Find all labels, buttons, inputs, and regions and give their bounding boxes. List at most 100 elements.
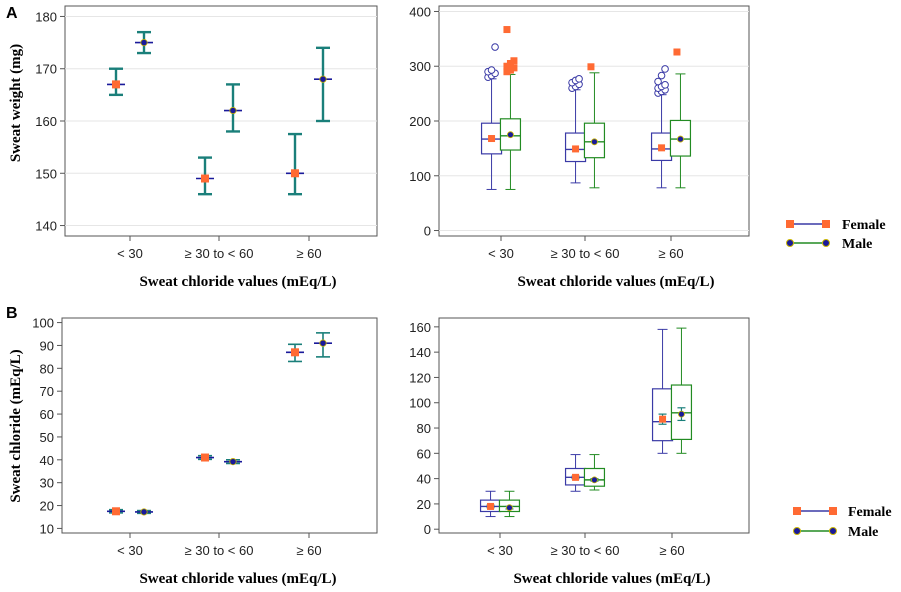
plot3-male-mean-point-0 (506, 504, 513, 512)
legend-b: Female Male (793, 505, 892, 540)
legend-b-male-marker-left (793, 527, 801, 535)
xlabel-a-right: Sweat chloride values (mEq/L) (517, 274, 714, 290)
plot3-male-mean-point-1 (591, 476, 598, 484)
plot1-female-mean-point-1 (572, 145, 580, 153)
plot3-male-mean-point-2 (678, 410, 685, 418)
plot1-male-mean-point-1 (591, 138, 598, 146)
plot2-ytick-label-0: 10 (40, 521, 54, 536)
xlabel-a-left: Sweat chloride values (mEq/L) (139, 274, 336, 290)
legend-a-male-marker-right (822, 239, 830, 247)
panel-label-b: B (6, 305, 18, 322)
legend-b-female-marker-right (829, 507, 837, 515)
plot0-female-mean-point-1 (201, 174, 209, 183)
plot3-xtick-label-2: ≥ 60 (659, 543, 684, 558)
plot3-female-mean-point-1 (572, 473, 580, 481)
plot1-male-outlier-0-2 (510, 64, 518, 72)
plot1-male-outlier-1-0 (587, 63, 595, 71)
plot0-male-mean-point-1 (229, 106, 237, 115)
plot-b-right: 0 20 40 60 80 100 120 140 160 < 30 ≥ 30 to < 60 ≥ 6… (409, 317, 750, 558)
plot2-ytick-label-6: 70 (40, 384, 54, 399)
plot3-ytick-label-5: 100 (409, 396, 431, 411)
plot-a-right: 0 100 200 300 400 < 30 ≥ 30 to < 60 ≥ 60 (409, 4, 750, 261)
plot1-female-outlier-1-5 (575, 75, 583, 83)
plot1-female-mean-point-0 (488, 135, 496, 143)
panel-label-a: A (6, 5, 18, 22)
plot1-xtick-label-2: ≥ 60 (658, 246, 683, 261)
legend-a: Female Male (786, 218, 886, 252)
plot1-female-outlier-0-4 (487, 66, 496, 74)
plot2-male-mean-point-2 (319, 339, 327, 347)
plot1-male-mean-point-0 (507, 131, 514, 139)
legend-a-male-label: Male (842, 237, 872, 252)
legend-b-female-marker-left (793, 507, 801, 515)
plot3-frame (438, 317, 750, 534)
legend-b-male-marker-right (829, 527, 837, 535)
plot3-xtick-label-1: ≥ 30 to < 60 (551, 543, 620, 558)
plot0-xtick-label-2: ≥ 60 (296, 246, 321, 261)
plot2-xtick-label-0: < 30 (117, 543, 143, 558)
plot1-xtick-label-1: ≥ 30 to < 60 (551, 246, 620, 261)
plot2-ytick-label-9: 100 (32, 316, 54, 331)
plot0-xtick-label-0: < 30 (117, 246, 143, 261)
plot1-male-outlier-2-0 (673, 48, 681, 56)
plot0-ytick-label-2: 160 (35, 114, 57, 129)
plot2-female-mean-point-1 (201, 453, 209, 462)
plot3-female-mean-point-0 (487, 502, 495, 510)
plot1-male-outlier-0-5 (510, 57, 518, 65)
plot1-female-outlier-2-6 (654, 77, 662, 86)
plot1-male-outlier-0-6 (503, 26, 511, 34)
plot0-male-mean-point-0 (140, 38, 148, 47)
plot-b-left: 10 20 30 40 50 60 70 80 90 100 < 30 ≥ 30 to < 60 ≥ 6… (32, 316, 378, 558)
plot1-female-outlier-2-8 (661, 65, 669, 73)
ylabel-a-left: Sweat weight (mg) (8, 44, 24, 162)
plot1-xtick-label-0: < 30 (488, 246, 514, 261)
plot1-ytick-label-3: 300 (409, 59, 431, 74)
plot0-ytick-label-3: 170 (35, 62, 57, 77)
legend-a-male-marker-left (786, 239, 794, 247)
legend-a-female-marker-right (822, 220, 830, 228)
legend-a-female-label: Female (842, 218, 886, 233)
plot2-male-mean-point-1 (229, 458, 237, 466)
plot2-xtick-label-2: ≥ 60 (296, 543, 321, 558)
plot0-ytick-label-1: 150 (35, 166, 57, 181)
plot3-ytick-label-0: 0 (424, 522, 431, 537)
legend-b-male-label: Male (848, 525, 878, 540)
plot0-female-mean-point-2 (291, 169, 299, 178)
ylabel-b-left: Sweat chloride (mEq/L) (8, 349, 24, 502)
plot1-female-outlier-0-5 (491, 43, 499, 51)
plot1-female-mean-point-2 (658, 144, 666, 152)
plot0-ytick-label-0: 140 (35, 219, 57, 234)
plot3-female-mean-point-2 (659, 415, 667, 423)
plot2-female-mean-point-0 (112, 507, 120, 516)
plot2-ytick-label-3: 40 (40, 453, 54, 468)
plot2-ytick-label-1: 20 (40, 499, 54, 514)
plot-a-left: 140 150 160 170 180 < 30 ≥ 30 to < 60 ≥ 60 (35, 5, 378, 261)
plot3-ytick-label-6: 120 (409, 370, 431, 385)
plot1-male-mean-point-2 (677, 135, 684, 143)
plot3-ytick-label-3: 60 (417, 446, 431, 461)
plot2-xtick-label-1: ≥ 30 to < 60 (185, 543, 254, 558)
plot2-ytick-label-4: 50 (40, 430, 54, 445)
plot1-female-outlier-2-7 (657, 71, 666, 80)
plot1-female-outlier-2-5 (661, 81, 669, 89)
plot0-ytick-label-4: 180 (35, 9, 57, 24)
plot3-ytick-label-7: 140 (409, 345, 431, 360)
plot0-female-mean-point-0 (112, 80, 120, 89)
plot2-ytick-label-7: 80 (40, 361, 54, 376)
xlabel-b-left: Sweat chloride values (mEq/L) (139, 571, 336, 587)
plot1-ytick-label-1: 100 (409, 169, 431, 184)
legend-b-female-label: Female (848, 505, 892, 520)
xlabel-b-right: Sweat chloride values (mEq/L) (513, 571, 710, 587)
plot3-ytick-label-2: 40 (417, 472, 431, 487)
plot3-xtick-label-0: < 30 (487, 543, 513, 558)
plot2-ytick-label-8: 90 (40, 338, 54, 353)
plot0-xtick-label-1: ≥ 30 to < 60 (185, 246, 254, 261)
plot2-frame (61, 317, 378, 534)
plot3-ytick-label-4: 80 (417, 421, 431, 436)
plot3-ytick-label-1: 20 (417, 497, 431, 512)
plot1-ytick-label-2: 200 (409, 114, 431, 129)
plot2-female-mean-point-2 (291, 348, 299, 357)
plot1-ytick-label-0: 0 (424, 224, 431, 239)
plot3-ytick-label-8: 160 (409, 320, 431, 335)
